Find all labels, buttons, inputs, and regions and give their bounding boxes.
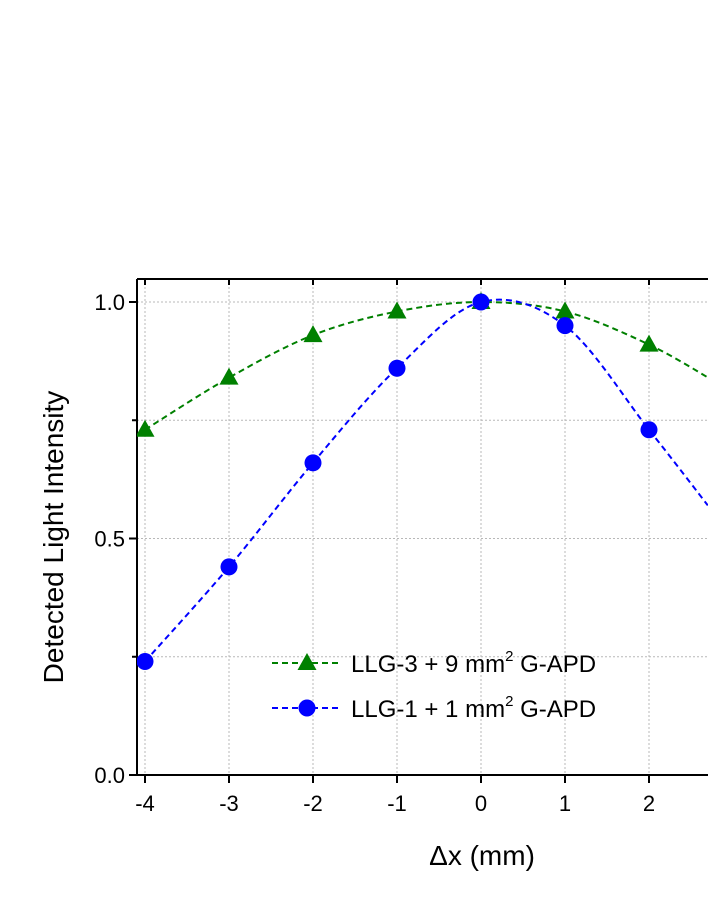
data-point-circle <box>472 293 490 311</box>
data-point-circle <box>388 359 406 377</box>
x-tick-label: 1 <box>559 791 571 816</box>
data-point-circle <box>137 652 154 670</box>
data-point-triangle <box>303 325 323 343</box>
data-point-triangle <box>219 367 239 385</box>
data-point-triangle <box>555 301 575 319</box>
x-tick-label: -2 <box>303 791 323 816</box>
data-point-circle <box>556 317 574 335</box>
x-tick-label: -4 <box>135 791 155 816</box>
axes: -4 -3 -2 -1 0 1 2 0.0 0.5 1.0 <box>94 278 708 816</box>
legend: LLG-3 + 9 mm2 G-APD LLG-1 + 1 mm2 G-APD <box>272 648 596 723</box>
legend-marker-circle <box>298 699 316 717</box>
x-tick-label: 2 <box>643 791 655 816</box>
x-tick-label: -1 <box>387 791 407 816</box>
series <box>137 292 708 670</box>
x-tick-label: -3 <box>219 791 239 816</box>
series-1 <box>137 292 708 437</box>
series-2 <box>137 293 708 670</box>
data-point-triangle <box>387 301 407 319</box>
data-point-circle <box>640 421 658 439</box>
y-tick-label: 0.0 <box>94 763 125 788</box>
data-point-circle <box>304 454 322 472</box>
y-tick-label: 1.0 <box>94 290 125 315</box>
x-tick-label: 0 <box>475 791 487 816</box>
legend-marker-triangle <box>297 653 317 670</box>
y-axis-title: Detected Light Intensity <box>38 391 69 684</box>
legend-label: LLG-1 + 1 mm2 G-APD <box>351 693 596 723</box>
x-axis-title: Δx (mm) <box>429 840 535 871</box>
y-tick-label: 0.5 <box>94 527 125 552</box>
legend-item-1: LLG-3 + 9 mm2 G-APD <box>272 648 596 678</box>
legend-label: LLG-3 + 9 mm2 G-APD <box>351 648 596 678</box>
data-point-triangle <box>137 419 155 437</box>
data-point-triangle <box>639 334 659 352</box>
data-point-circle <box>220 558 238 576</box>
grid <box>137 279 708 775</box>
series-line <box>144 300 708 431</box>
legend-item-2: LLG-1 + 1 mm2 G-APD <box>272 693 596 723</box>
